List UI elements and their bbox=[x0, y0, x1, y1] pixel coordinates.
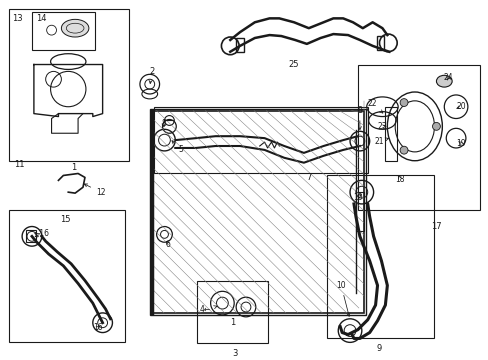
Bar bbox=[9, 9, 129, 161]
Bar bbox=[385, 107, 396, 161]
Text: 25: 25 bbox=[288, 60, 299, 69]
Text: 9: 9 bbox=[376, 344, 381, 353]
Text: 8: 8 bbox=[161, 119, 165, 128]
Text: 10: 10 bbox=[352, 193, 362, 202]
Text: 7: 7 bbox=[305, 172, 311, 181]
Text: 15: 15 bbox=[60, 215, 70, 224]
Text: 22: 22 bbox=[367, 99, 382, 113]
Text: 23: 23 bbox=[377, 122, 386, 131]
Text: 4←: 4← bbox=[200, 306, 217, 315]
Bar bbox=[376, 36, 384, 50]
Text: 12: 12 bbox=[84, 184, 105, 197]
Text: 17: 17 bbox=[430, 222, 441, 231]
Text: 20: 20 bbox=[455, 102, 465, 111]
Bar bbox=[153, 107, 367, 174]
Text: 21: 21 bbox=[374, 136, 387, 145]
Circle shape bbox=[432, 122, 440, 130]
Bar bbox=[32, 13, 95, 50]
Text: 5: 5 bbox=[172, 141, 183, 154]
Text: 6: 6 bbox=[165, 240, 170, 249]
Text: ←16: ←16 bbox=[34, 229, 50, 238]
Text: 1: 1 bbox=[71, 163, 76, 172]
Text: 14: 14 bbox=[36, 14, 46, 23]
Bar bbox=[327, 175, 433, 338]
Text: 11: 11 bbox=[14, 160, 25, 169]
Bar bbox=[26, 230, 36, 242]
Text: 1: 1 bbox=[229, 318, 234, 327]
Bar bbox=[357, 64, 479, 210]
Bar bbox=[149, 109, 365, 315]
Bar bbox=[355, 192, 363, 231]
Bar bbox=[197, 280, 267, 343]
Circle shape bbox=[399, 99, 407, 107]
Bar bbox=[9, 210, 125, 342]
Bar bbox=[151, 111, 363, 313]
Text: 24: 24 bbox=[443, 73, 452, 82]
Text: 10: 10 bbox=[336, 281, 349, 316]
Bar bbox=[236, 38, 244, 52]
Ellipse shape bbox=[61, 19, 89, 37]
Text: 16: 16 bbox=[93, 323, 102, 332]
Text: 19: 19 bbox=[455, 139, 465, 148]
Text: 3: 3 bbox=[232, 349, 237, 358]
Ellipse shape bbox=[436, 75, 451, 87]
Circle shape bbox=[399, 146, 407, 154]
Text: 8: 8 bbox=[357, 106, 362, 130]
Text: 18: 18 bbox=[395, 175, 404, 184]
Text: 2: 2 bbox=[149, 67, 154, 84]
Text: 13: 13 bbox=[12, 14, 23, 23]
